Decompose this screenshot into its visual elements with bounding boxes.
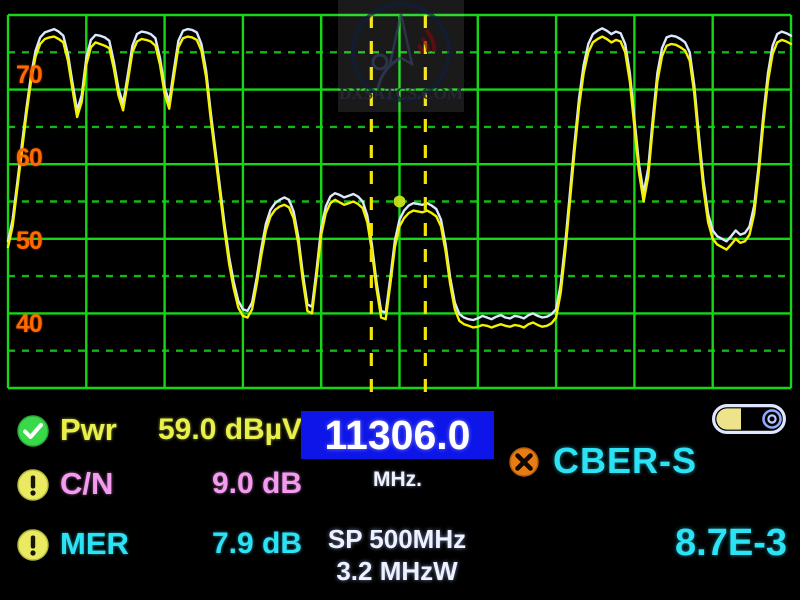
max-hold-trace (6, 27, 793, 322)
warning-circle-icon (16, 468, 50, 502)
readout-label-pwr: Pwr (60, 412, 117, 447)
frequency-value: 11306.0 (324, 411, 471, 458)
spectrum-plot[interactable]: 70 60 50 40 DXSATCS.COM (0, 0, 800, 400)
readout-row-mer: MER 7.9 dB (16, 526, 302, 572)
readout-value-pwr: 59.0 dBµV (157, 413, 302, 446)
marker-dot (393, 195, 406, 208)
span-setting-line1: SP 500MHz (327, 524, 467, 554)
battery-icon (712, 404, 787, 434)
readout-row-cn: C/N 9.0 dB (16, 466, 302, 512)
y-axis-label-70: 70 (16, 61, 43, 90)
cber-value: 8.7E-3 (675, 522, 787, 564)
warning-circle-icon (16, 528, 50, 562)
readout-value-mer: 7.9 dB (211, 527, 302, 560)
readout-row-pwr: Pwr 59.0 dBµV (16, 412, 302, 458)
frequency-box[interactable]: 11306.0 (301, 411, 494, 459)
readout-value-cn: 9.0 dB (211, 467, 302, 500)
y-axis-label-50: 50 (16, 226, 43, 255)
spectrum-plot-svg (6, 13, 793, 400)
readout-label-cn: C/N (60, 466, 114, 501)
y-axis-label-40: 40 (16, 309, 43, 338)
check-circle-icon (16, 414, 50, 448)
x-circle-icon (508, 446, 540, 478)
grid-dashed-lines (8, 51, 791, 352)
cber-label: CBER-S (553, 440, 698, 481)
frequency-unit: MHz. (373, 468, 422, 491)
readout-label-mer: MER (60, 526, 129, 561)
y-axis-label-60: 60 (16, 144, 43, 173)
live-trace (6, 35, 793, 329)
readout-panel: Pwr 59.0 dBµV C/N 9.0 dB (0, 400, 800, 600)
span-setting-line2: 3.2 MHzW (336, 556, 458, 586)
